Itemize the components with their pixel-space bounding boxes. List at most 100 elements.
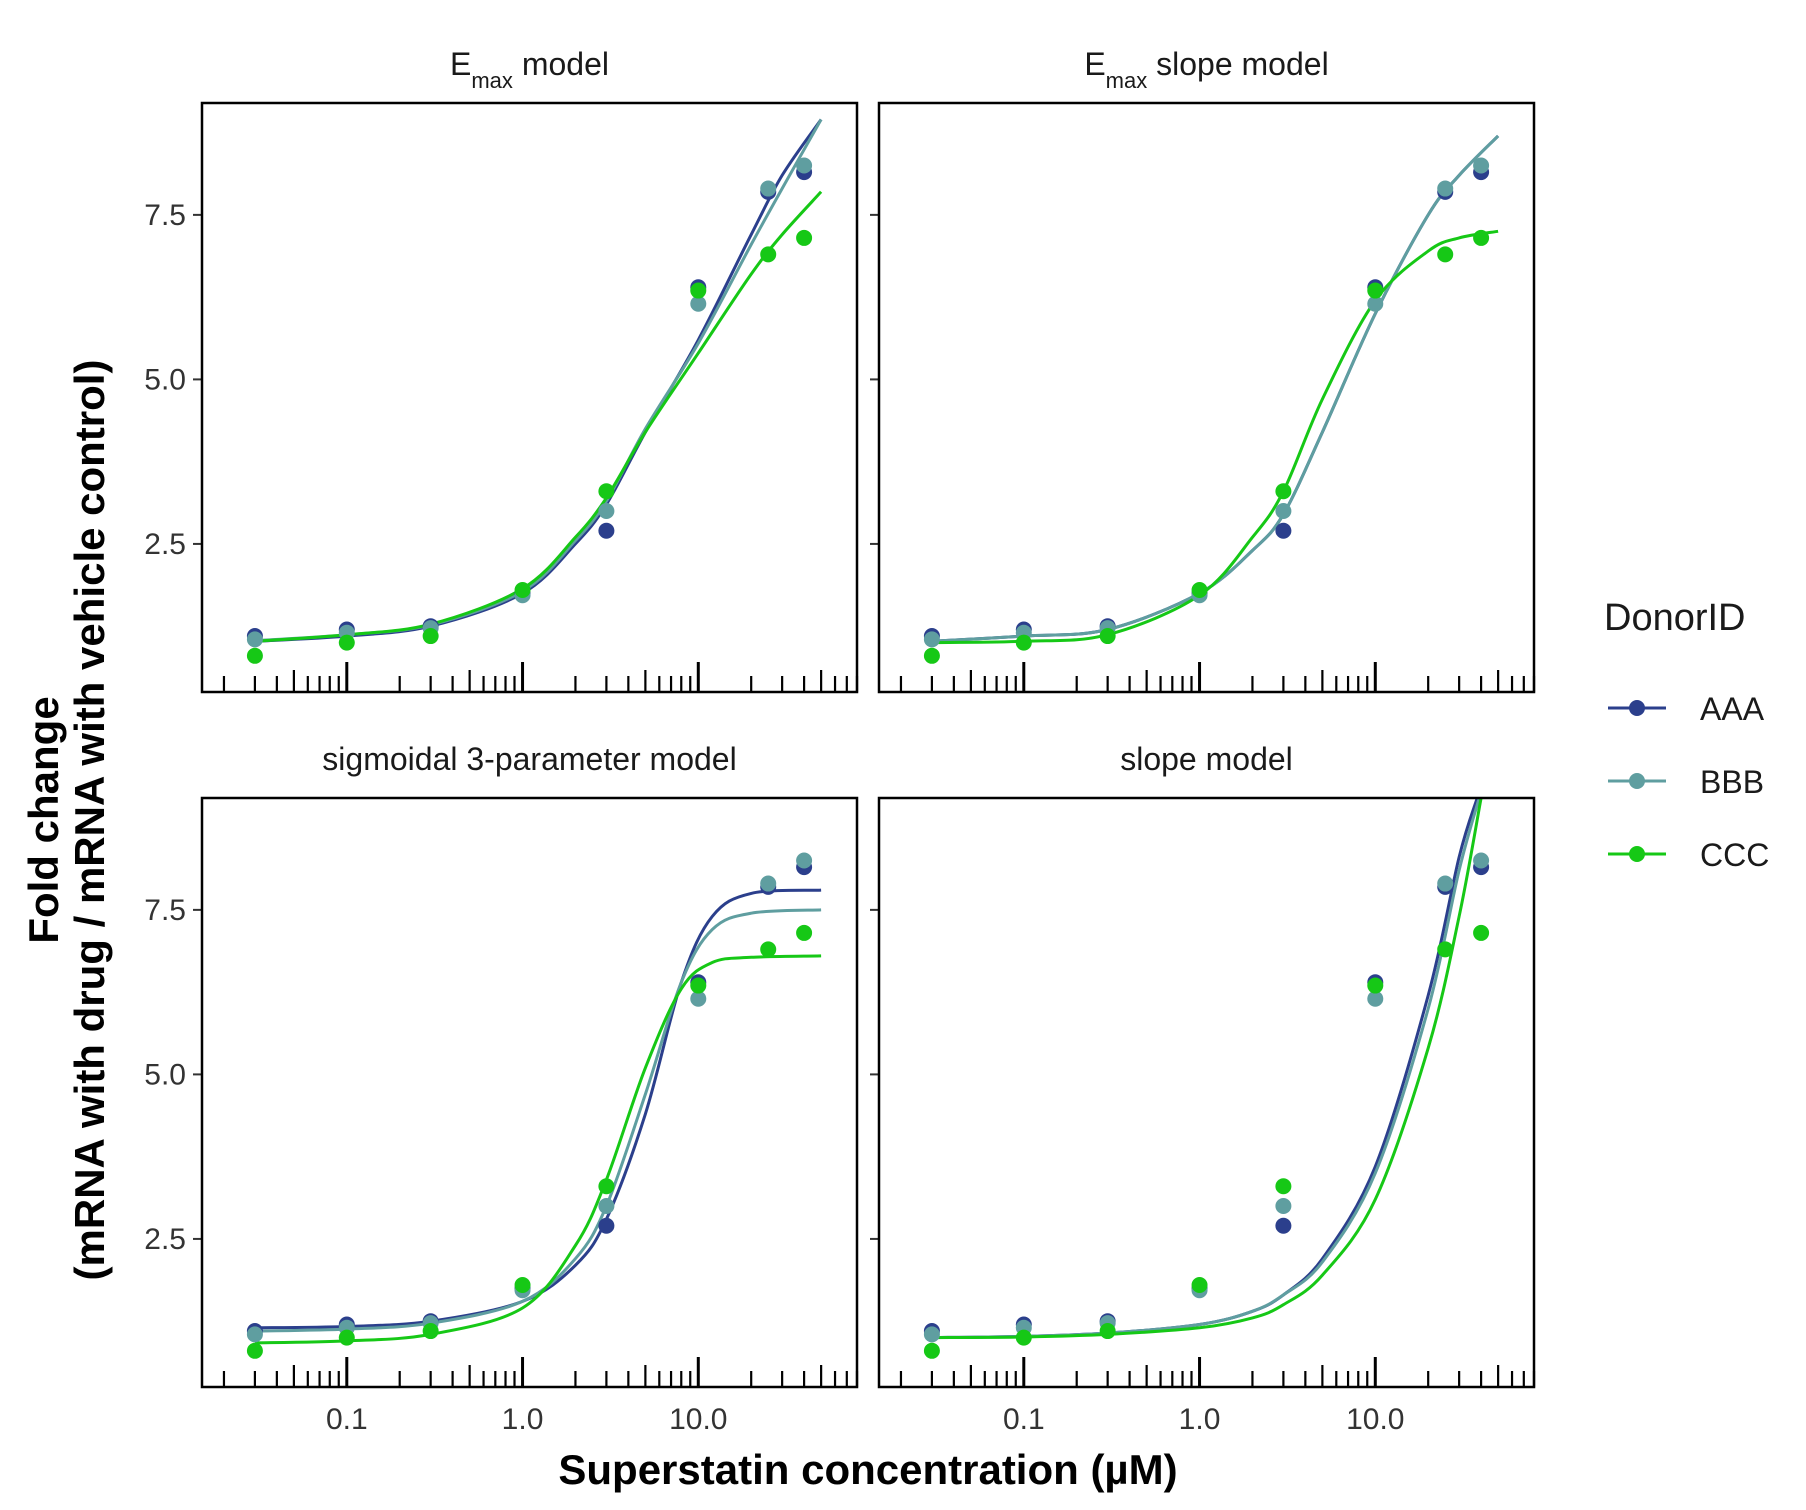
panel-title-main: sigmoidal 3-parameter model (322, 741, 736, 777)
plot-area (923, 798, 1490, 1359)
legend-marker (1629, 773, 1645, 789)
x-tick-label: 0.1 (326, 1403, 368, 1436)
data-point-ccc (246, 1342, 263, 1359)
data-point-ccc (923, 647, 940, 664)
y-tick-label: 7.5 (144, 199, 186, 232)
data-point-ccc (796, 924, 813, 941)
data-point-ccc (1473, 229, 1490, 246)
plot-area (246, 852, 822, 1359)
y-axis-title: Fold change (mRNA with drug / mRNA with … (20, 360, 113, 1281)
data-point-ccc (1191, 581, 1208, 598)
fit-curve-bbb (931, 798, 1481, 1340)
fit-curve-aaa (931, 798, 1479, 1340)
fit-curve-aaa (254, 888, 822, 1330)
panels-layer: Emax model 2.5 5.0 7.5 Emax slope model sigmo… (144, 46, 1536, 1436)
data-point-ccc (923, 1342, 940, 1359)
data-point-bbb (796, 157, 813, 174)
data-point-aaa (1275, 1217, 1292, 1234)
data-point-bbb (1275, 503, 1292, 520)
data-point-bbb (796, 852, 813, 869)
data-point-ccc (760, 941, 777, 958)
x-axis-ticks (899, 1357, 1536, 1387)
y-tick-label: 5.0 (144, 1058, 186, 1091)
data-point-bbb (1473, 157, 1490, 174)
data-point-bbb (690, 990, 707, 1007)
data-point-bbb (690, 295, 707, 312)
y-tick-label: 2.5 (144, 1223, 186, 1256)
fit-curve-bbb (931, 134, 1500, 643)
data-point-aaa (1275, 522, 1292, 539)
data-point-bbb (1437, 180, 1454, 197)
data-point-bbb (1367, 295, 1384, 312)
panel-border (200, 101, 859, 694)
data-point-ccc (1191, 1276, 1208, 1293)
panel-title: sigmoidal 3-parameter model (322, 741, 736, 777)
data-point-bbb (760, 875, 777, 892)
data-point-ccc (338, 1329, 355, 1346)
data-point-bbb (246, 1326, 263, 1343)
fit-curve-bbb (254, 908, 822, 1333)
legend: DonorID AAA BBB CCC (1604, 597, 1769, 873)
panel-title-main: E (1084, 46, 1105, 82)
panel-title-rest: slope model (1147, 46, 1328, 82)
fit-curve-ccc (254, 954, 822, 1345)
legend-title: DonorID (1604, 597, 1746, 639)
data-point-bbb (1275, 1198, 1292, 1215)
data-point-ccc (246, 647, 263, 664)
legend-item-aaa: AAA (1608, 691, 1765, 727)
data-point-ccc (598, 1178, 615, 1195)
y-axis-title-line1: Fold change (20, 696, 67, 943)
legend-label: BBB (1700, 764, 1764, 800)
fit-curve-ccc (254, 190, 823, 643)
data-point-aaa (598, 1217, 615, 1234)
data-point-bbb (598, 1198, 615, 1215)
fit-curve-ccc (931, 798, 1483, 1340)
data-point-ccc (1367, 977, 1384, 994)
x-tick-label: 1.0 (502, 1403, 544, 1436)
x-tick-label: 10.0 (1346, 1403, 1404, 1436)
x-tick-label: 10.0 (669, 1403, 727, 1436)
data-point-bbb (1437, 875, 1454, 892)
y-tick-label: 5.0 (144, 363, 186, 396)
legend-label: CCC (1700, 837, 1769, 873)
x-tick-label: 1.0 (1179, 1403, 1221, 1436)
data-point-ccc (1473, 924, 1490, 941)
panel-title-main: E (450, 46, 471, 82)
panel-title-subscript: max (471, 68, 513, 93)
data-point-ccc (1099, 628, 1116, 645)
data-point-ccc (796, 229, 813, 246)
panel-border (200, 796, 859, 1389)
data-point-ccc (1275, 483, 1292, 500)
data-point-ccc (1367, 282, 1384, 299)
legend-marker (1629, 700, 1645, 716)
panel-title-subscript: max (1106, 68, 1148, 93)
y-axis-title-line2: (mRNA with drug / mRNA with vehicle cont… (66, 360, 113, 1281)
data-point-bbb (760, 180, 777, 197)
data-point-ccc (598, 483, 615, 500)
legend-marker (1629, 846, 1645, 862)
legend-item-ccc: CCC (1608, 837, 1769, 873)
x-axis-title: Superstatin concentration (µM) (558, 1446, 1177, 1493)
fit-curve-aaa (931, 134, 1500, 643)
data-point-bbb (923, 631, 940, 648)
panel-2: Emax slope model (870, 46, 1536, 694)
data-point-ccc (1437, 941, 1454, 958)
panel-title-main: slope model (1120, 741, 1293, 777)
data-point-ccc (1015, 634, 1032, 651)
data-point-ccc (514, 581, 531, 598)
data-point-bbb (246, 631, 263, 648)
data-point-bbb (598, 503, 615, 520)
plot-area (923, 134, 1500, 664)
fit-curve-aaa (254, 118, 823, 643)
panel-border (877, 101, 1536, 694)
y-tick-label: 2.5 (144, 528, 186, 561)
legend-label: AAA (1700, 691, 1765, 727)
data-point-ccc (760, 246, 777, 263)
fit-curve-bbb (254, 118, 823, 643)
data-point-aaa (598, 522, 615, 539)
panel-4: slope model 0.1 1.0 10.0 (870, 741, 1536, 1436)
panel-title: slope model (1120, 741, 1293, 777)
x-axis-ticks (222, 1357, 859, 1387)
